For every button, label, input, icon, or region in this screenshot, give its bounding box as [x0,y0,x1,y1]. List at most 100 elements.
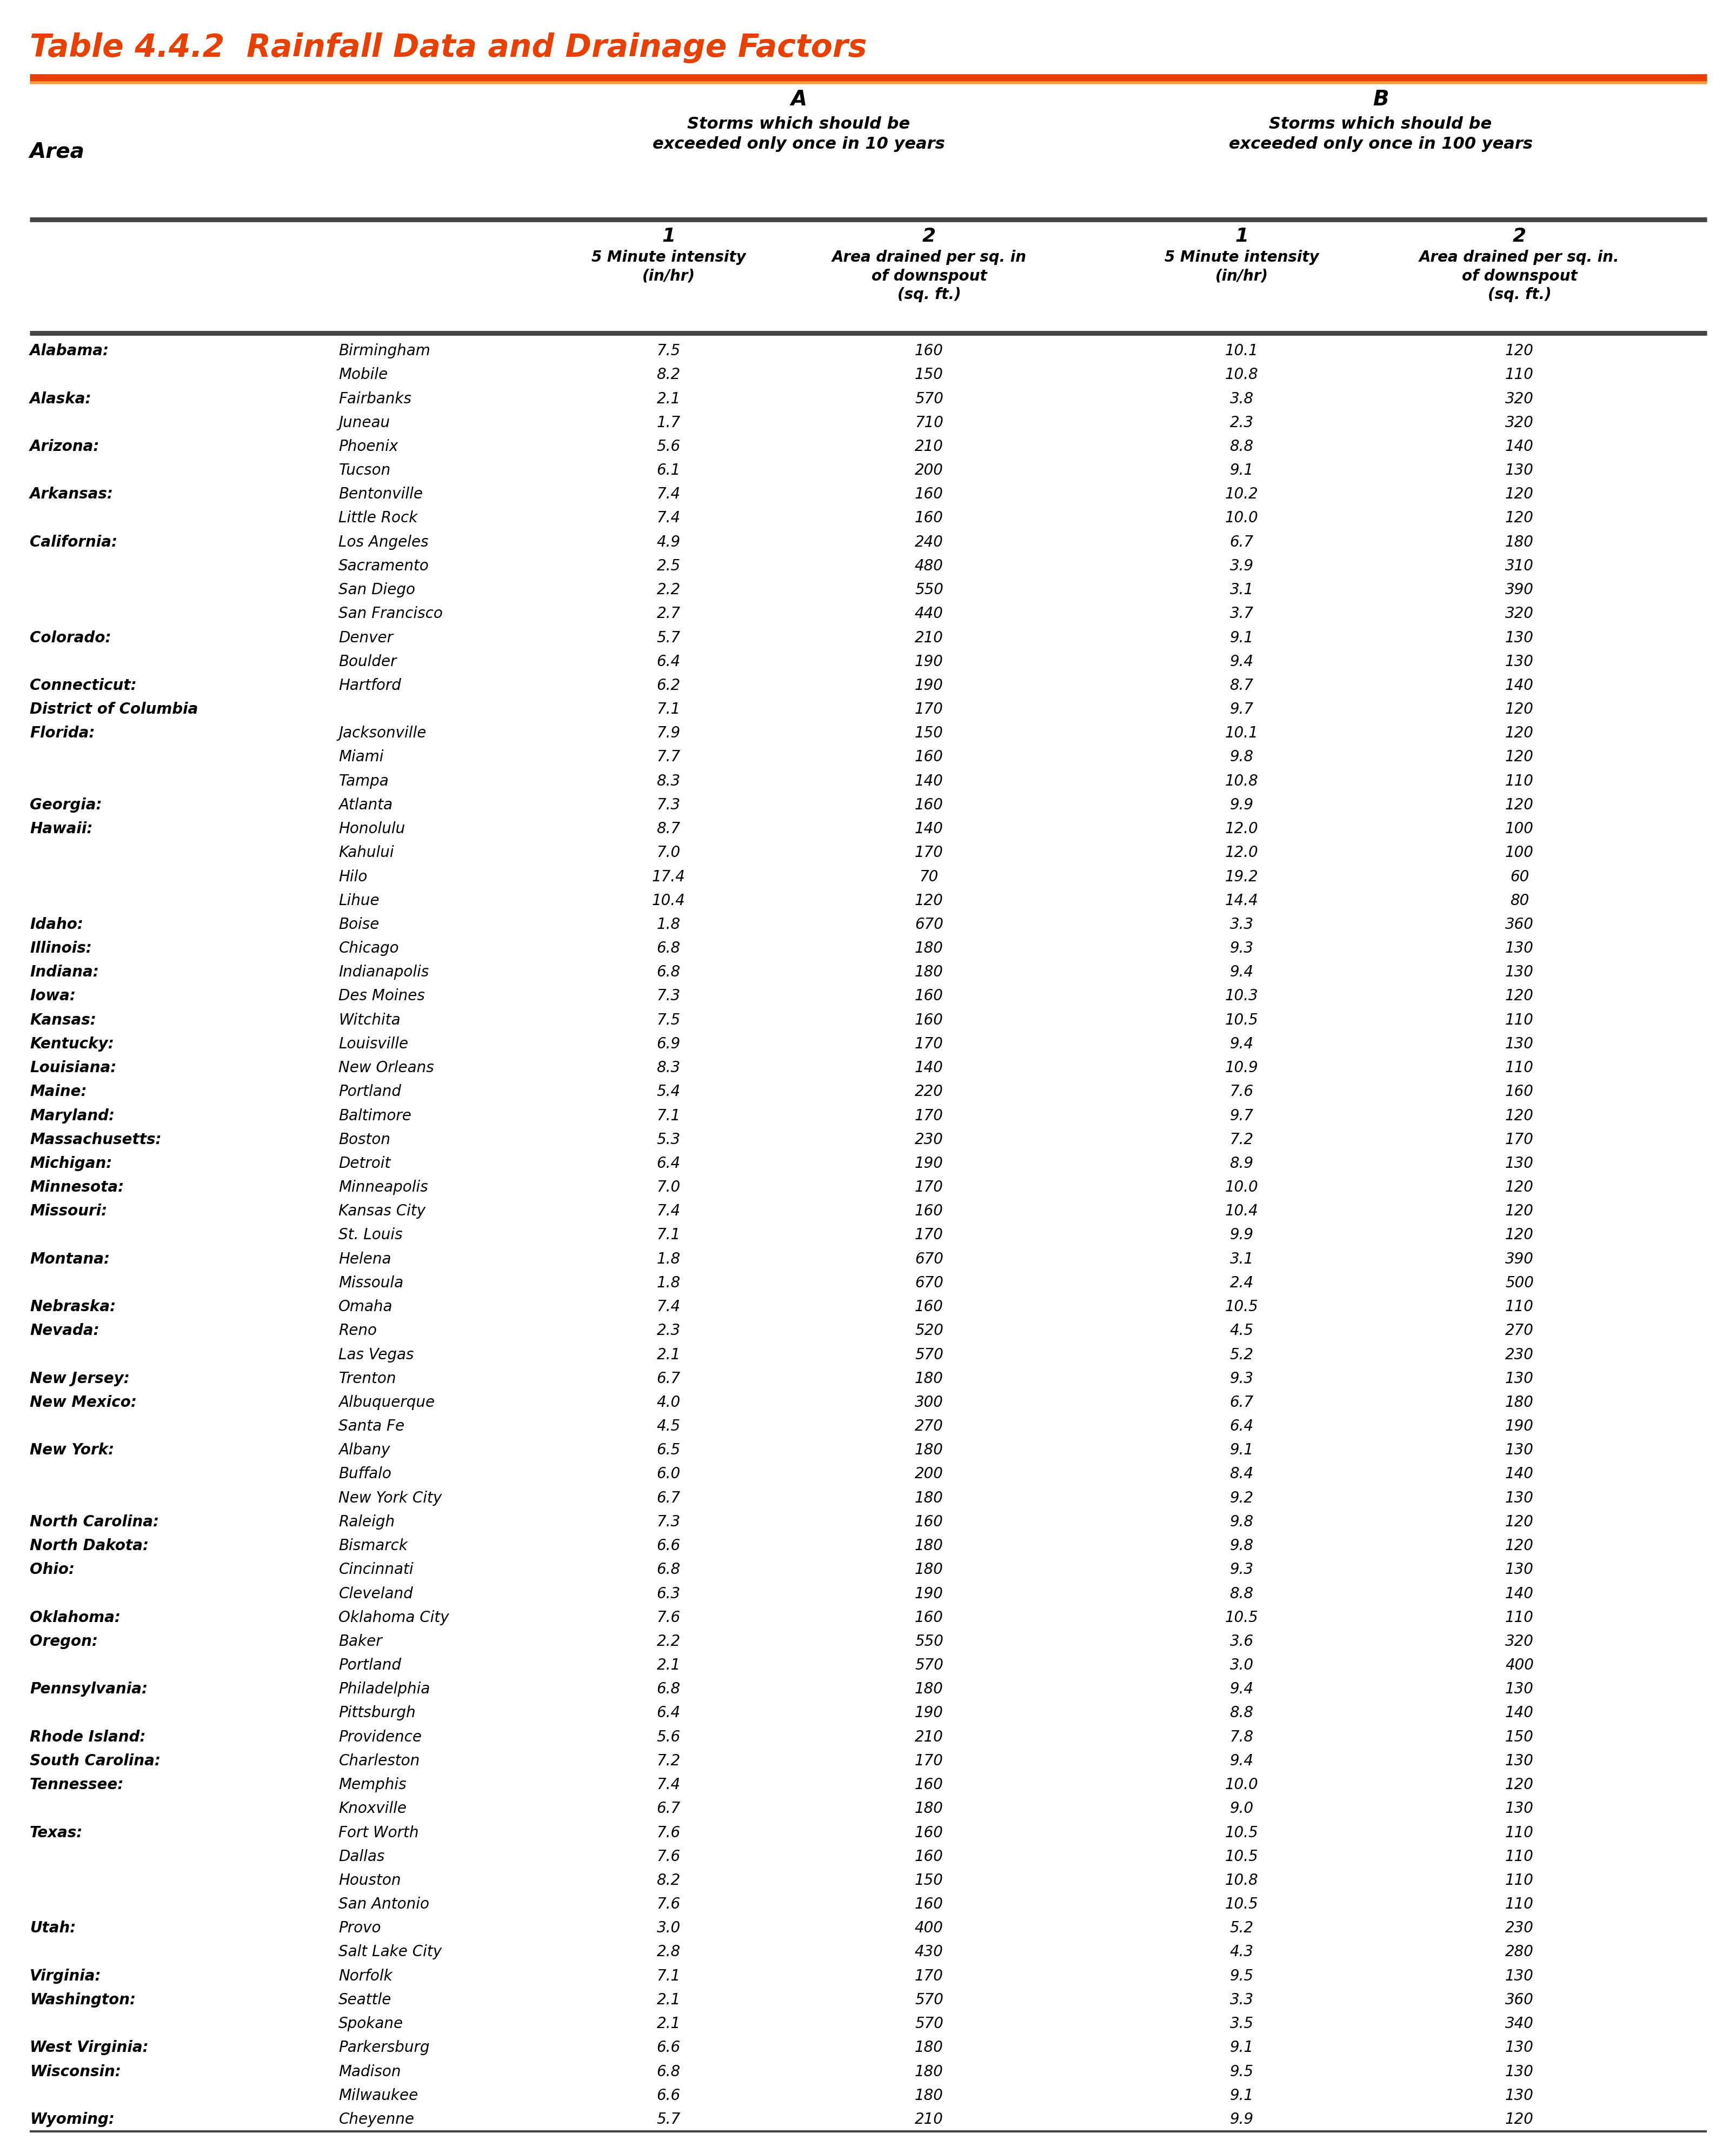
Text: Missouri:: Missouri: [30,1204,108,1219]
Text: Chicago: Chicago [339,941,399,956]
Text: 3.0: 3.0 [1229,1658,1253,1673]
Text: 7.2: 7.2 [656,1753,681,1768]
Text: 160: 160 [915,749,943,764]
Text: 100: 100 [1505,820,1533,838]
Text: Charleston: Charleston [339,1753,420,1768]
Text: 200: 200 [915,1466,943,1481]
Text: Minnesota:: Minnesota: [30,1180,123,1195]
Text: 130: 130 [1505,1490,1533,1505]
Text: Detroit: Detroit [339,1156,391,1171]
Text: 110: 110 [1505,1826,1533,1841]
Text: 180: 180 [915,1802,943,1817]
Text: 130: 130 [1505,1371,1533,1387]
Text: 190: 190 [915,678,943,693]
Text: Colorado:: Colorado: [30,631,111,646]
Text: 7.6: 7.6 [656,1610,681,1626]
Text: 4.9: 4.9 [656,534,681,549]
Text: 6.8: 6.8 [656,1563,681,1578]
Text: 6.8: 6.8 [656,2065,681,2080]
Text: 10.4: 10.4 [651,893,686,909]
Text: Oklahoma:: Oklahoma: [30,1610,120,1626]
Text: 3.1: 3.1 [1229,581,1253,599]
Text: Birmingham: Birmingham [339,342,431,360]
Text: 200: 200 [915,463,943,478]
Text: 6.0: 6.0 [656,1466,681,1481]
Text: Michigan:: Michigan: [30,1156,113,1171]
Text: 520: 520 [915,1324,943,1339]
Text: 130: 130 [1505,1563,1533,1578]
Text: 7.1: 7.1 [656,1968,681,1983]
Text: 180: 180 [915,1371,943,1387]
Text: District of Columbia: District of Columbia [30,702,198,717]
Text: Alaska:: Alaska: [30,392,92,407]
Text: 430: 430 [915,1944,943,1959]
Text: 120: 120 [1505,1776,1533,1793]
Text: 120: 120 [1505,1109,1533,1124]
Text: 8.3: 8.3 [656,1059,681,1076]
Text: 140: 140 [915,820,943,838]
Text: 10.1: 10.1 [1224,726,1259,741]
Text: Lihue: Lihue [339,893,380,909]
Text: 120: 120 [1505,510,1533,525]
Text: 6.2: 6.2 [656,678,681,693]
Text: Memphis: Memphis [339,1776,406,1793]
Text: 320: 320 [1505,416,1533,431]
Text: 190: 190 [1505,1419,1533,1434]
Text: Milwaukee: Milwaukee [339,2088,418,2103]
Text: 9.1: 9.1 [1229,1443,1253,1458]
Text: Las Vegas: Las Vegas [339,1348,413,1363]
Text: Area drained per sq. in
of downspout
(sq. ft.): Area drained per sq. in of downspout (sq… [832,250,1026,301]
Text: Minneapolis: Minneapolis [339,1180,429,1195]
Text: 310: 310 [1505,558,1533,573]
Text: 4.5: 4.5 [1229,1324,1253,1339]
Text: 10.5: 10.5 [1224,1012,1259,1027]
Text: Trenton: Trenton [339,1371,396,1387]
Text: 550: 550 [915,581,943,599]
Text: 2.1: 2.1 [656,1348,681,1363]
Text: 150: 150 [915,368,943,383]
Text: 9.4: 9.4 [1229,655,1253,670]
Text: 5.7: 5.7 [656,631,681,646]
Text: 9.7: 9.7 [1229,702,1253,717]
Text: 7.1: 7.1 [656,702,681,717]
Text: 120: 120 [915,893,943,909]
Text: 7.6: 7.6 [656,1897,681,1912]
Text: 130: 130 [1505,1753,1533,1768]
Text: 6.7: 6.7 [1229,534,1253,549]
Text: 3.7: 3.7 [1229,607,1253,622]
Text: B: B [1371,88,1389,110]
Text: 280: 280 [1505,1944,1533,1959]
Text: 180: 180 [1505,1395,1533,1410]
Text: 4.0: 4.0 [656,1395,681,1410]
Text: 2.1: 2.1 [656,1658,681,1673]
Text: 7.3: 7.3 [656,797,681,812]
Text: 180: 180 [915,1537,943,1554]
Text: 2.3: 2.3 [656,1324,681,1339]
Text: 230: 230 [915,1132,943,1148]
Text: Fairbanks: Fairbanks [339,392,411,407]
Text: 9.1: 9.1 [1229,2088,1253,2103]
Text: 110: 110 [1505,368,1533,383]
Text: 19.2: 19.2 [1224,870,1259,885]
Text: 270: 270 [1505,1324,1533,1339]
Text: 7.4: 7.4 [656,1204,681,1219]
Text: 2.5: 2.5 [656,558,681,573]
Text: 130: 130 [1505,1036,1533,1051]
Text: New York:: New York: [30,1443,115,1458]
Text: 9.0: 9.0 [1229,1802,1253,1817]
Text: 6.7: 6.7 [1229,1395,1253,1410]
Text: 160: 160 [915,342,943,360]
Text: 10.0: 10.0 [1224,1180,1259,1195]
Text: New Mexico:: New Mexico: [30,1395,137,1410]
Text: 710: 710 [915,416,943,431]
Text: 180: 180 [915,1443,943,1458]
Text: 10.8: 10.8 [1224,773,1259,788]
Text: Hartford: Hartford [339,678,401,693]
Text: Portland: Portland [339,1085,401,1100]
Text: Iowa:: Iowa: [30,988,76,1003]
Text: St. Louis: St. Louis [339,1227,403,1242]
Text: Seattle: Seattle [339,1992,392,2007]
Text: 5.7: 5.7 [656,2112,681,2127]
Text: 160: 160 [915,1514,943,1529]
Text: 170: 170 [915,1109,943,1124]
